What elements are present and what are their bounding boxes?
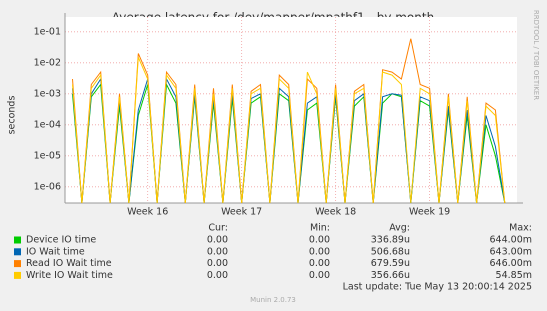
y-tick-label: 1e-06 xyxy=(34,181,61,192)
legend-swatch xyxy=(14,248,21,256)
legend-stat: 0.00 xyxy=(207,270,228,281)
legend-label: Write IO Wait time xyxy=(26,270,113,281)
x-tick-label: Week 19 xyxy=(409,207,450,218)
x-tick-label: Week 17 xyxy=(221,207,262,218)
legend-stat: 679.59u xyxy=(371,258,410,269)
y-tick-label: 1e-02 xyxy=(34,57,61,68)
y-tick-label: 1e-01 xyxy=(34,26,61,37)
legend-stat: 0.00 xyxy=(309,235,330,246)
legend-swatch xyxy=(14,271,21,279)
legend-stat: 356.66u xyxy=(371,270,410,281)
legend-stat: 0.00 xyxy=(309,258,330,269)
side-note: RRDTOOL / TOBI OETIKER xyxy=(532,10,540,100)
legend-stat: 644.00m xyxy=(490,235,533,246)
legend-stat: 0.00 xyxy=(309,270,330,281)
legend-stat: 0.00 xyxy=(207,258,228,269)
legend-stat: 506.68u xyxy=(371,246,410,257)
legend-header: Cur: xyxy=(208,223,228,234)
legend-stat: 643.00m xyxy=(490,246,533,257)
legend-label: IO Wait time xyxy=(26,246,85,257)
legend-header: Avg: xyxy=(389,223,410,234)
legend-stat: 336.89u xyxy=(371,235,410,246)
legend-stat: 0.00 xyxy=(207,235,228,246)
legend-stat: 54.85m xyxy=(496,270,532,281)
legend-label: Device IO time xyxy=(26,235,96,246)
legend-header: Max: xyxy=(509,223,532,234)
legend-swatch xyxy=(14,236,21,244)
legend-swatch xyxy=(14,260,21,268)
plot-lines xyxy=(72,38,506,203)
legend-stat: 0.00 xyxy=(207,246,228,257)
x-tick-label: Week 18 xyxy=(315,207,356,218)
footer: Munin 2.0.73 xyxy=(250,296,296,304)
legend-stat: 0.00 xyxy=(309,246,330,257)
legend-stat: 646.00m xyxy=(490,258,533,269)
legend-header: Min: xyxy=(310,223,330,234)
y-tick-label: 1e-05 xyxy=(34,150,61,161)
x-tick-label: Week 16 xyxy=(127,207,168,218)
y-tick-label: 1e-04 xyxy=(34,119,61,130)
legend-label: Read IO Wait time xyxy=(26,258,112,269)
y-axis-label: seconds xyxy=(7,96,18,135)
series-line xyxy=(72,57,506,203)
last-update: Last update: Tue May 13 20:00:14 2025 xyxy=(343,282,532,293)
y-tick-label: 1e-03 xyxy=(34,88,61,99)
